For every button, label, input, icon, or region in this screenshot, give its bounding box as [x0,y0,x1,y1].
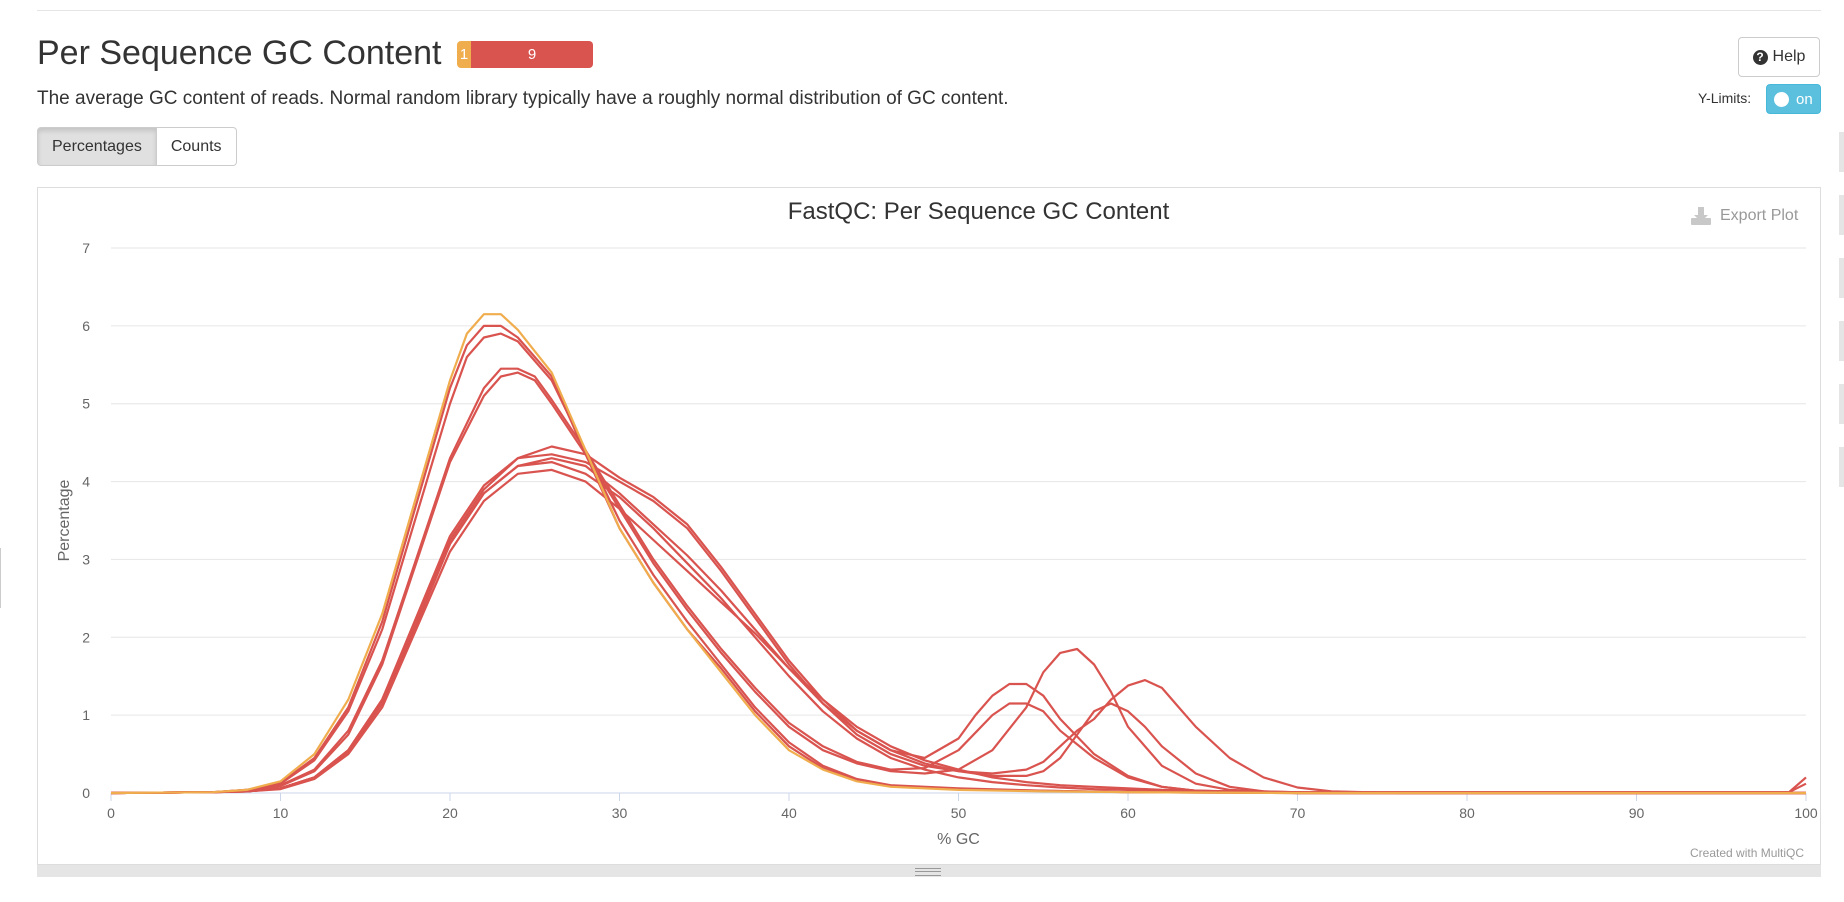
y-tick-label: 0 [82,785,90,801]
y-tick-label: 6 [82,318,90,334]
x-tick-label: 40 [781,805,797,821]
x-tick-label: 100 [1794,805,1818,821]
section-title: Per Sequence GC Content [37,34,442,72]
series-line-6 [110,445,1806,795]
chart-title: FastQC: Per Sequence GC Content [788,198,1170,225]
series-line-5 [110,371,1806,795]
ylimits-toggle[interactable]: on [1766,84,1821,114]
x-tick-label: 0 [107,805,115,821]
tab-percentages[interactable]: Percentages [37,127,157,166]
y-tick-label: 3 [82,551,90,567]
x-tick-label: 70 [1290,805,1306,821]
plot-container [37,187,1821,865]
series-line-8 [110,457,1806,795]
data-view-tabs: Percentages Counts [37,127,237,166]
section-description: The average GC content of reads. Normal … [37,88,1009,109]
multiqc-credit: Created with MultiQC [1690,846,1805,860]
x-tick-label: 50 [951,805,967,821]
y-axis-label: Percentage [56,479,73,561]
resize-grip-icon [915,868,941,876]
y-tick-label: 1 [82,707,90,723]
top-divider [37,10,1821,11]
y-tick-label: 5 [82,396,90,412]
toggle-knob-icon [1774,91,1789,107]
export-plot-button[interactable]: Export Plot [1690,206,1798,226]
export-plot-label: Export Plot [1720,207,1799,224]
help-button-label: Help [1772,48,1806,65]
x-tick-label: 60 [1120,805,1136,821]
status-badge: 1 9 [457,41,593,68]
series-line-7 [110,453,1806,795]
ylimits-toggle-label: on [1796,90,1813,108]
series-line-4 [110,367,1806,795]
x-tick-label: 80 [1459,805,1475,821]
x-tick-label: 90 [1629,805,1645,821]
x-axis-label: % GC [937,831,980,848]
status-badge-warn-count: 1 [457,41,471,68]
series-line-1 [110,313,1806,795]
x-tick-label: 20 [442,805,458,821]
tab-counts[interactable]: Counts [156,127,237,166]
download-icon [1691,207,1711,225]
y-tick-label: 7 [82,240,90,256]
right-edge-markers [1839,132,1844,510]
series-line-10 [110,461,1807,795]
y-tick-label: 2 [82,629,90,645]
y-tick-label: 4 [82,474,90,490]
x-tick-label: 10 [273,805,289,821]
x-tick-label: 30 [612,805,628,821]
left-edge-marker [0,548,1,608]
question-circle-icon: ? [1752,49,1768,65]
help-button[interactable]: ? Help [1738,37,1820,77]
status-badge-fail-count: 9 [471,41,593,68]
ylimits-label: Y-Limits: [1698,90,1752,106]
series-line-9 [110,468,1807,795]
